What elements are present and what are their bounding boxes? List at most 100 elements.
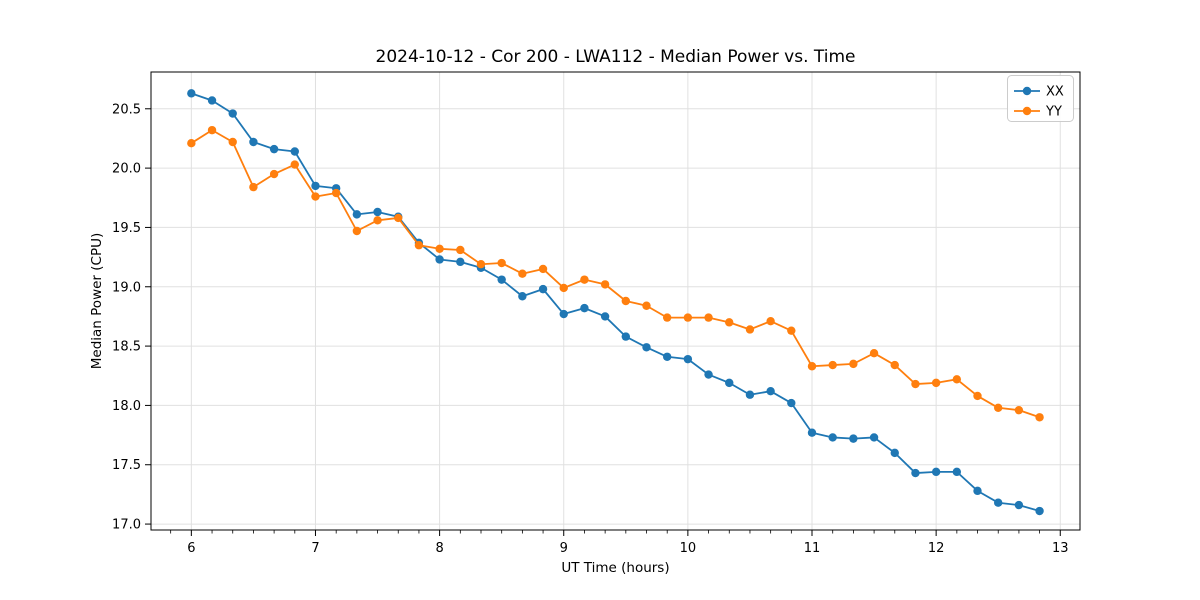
chart-title: 2024-10-12 - Cor 200 - LWA112 - Median P… <box>375 47 856 67</box>
series-YY-marker <box>931 378 941 388</box>
series-XX-marker <box>662 352 672 361</box>
legend-marker-XX <box>1022 86 1032 96</box>
series-XX-marker <box>228 109 237 118</box>
series-XX-marker <box>745 390 755 399</box>
x-tick-label: 11 <box>804 541 821 556</box>
series-YY-marker <box>228 137 237 147</box>
series-YY-marker <box>683 313 693 322</box>
y-axis-label: Median Power (CPU) <box>89 232 105 370</box>
x-tick-label: 8 <box>435 541 443 556</box>
series-YY-marker <box>993 403 1003 412</box>
series-YY-marker <box>787 326 796 335</box>
series-XX-marker <box>269 144 279 154</box>
plot-border <box>150 71 1081 531</box>
series-YY-marker <box>476 260 486 269</box>
series-YY-marker <box>559 283 568 293</box>
series-YY-marker <box>538 264 548 274</box>
series-XX-marker <box>373 207 382 217</box>
x-tick-label: 7 <box>311 541 319 556</box>
series-XX-marker <box>993 498 1003 507</box>
series-YY-marker <box>290 160 299 169</box>
series-XX-marker <box>497 275 506 284</box>
series-YY-marker <box>207 125 217 135</box>
series-YY-marker <box>456 245 465 255</box>
series-YY <box>187 125 1044 422</box>
series-YY-marker <box>497 258 506 268</box>
series-YY-marker <box>518 269 527 278</box>
series-XX-marker <box>559 309 568 319</box>
x-tick-label: 12 <box>928 541 945 556</box>
x-tick-label: 9 <box>560 541 568 556</box>
series-YY-line <box>190 129 1040 419</box>
series-YY-marker <box>435 244 444 253</box>
series-YY-marker <box>745 325 755 334</box>
legend-marker-YY <box>1022 106 1032 116</box>
series-YY-marker <box>911 379 920 389</box>
series-XX-marker <box>621 332 631 341</box>
series-XX-marker <box>766 386 775 396</box>
series-YY-marker <box>621 296 631 306</box>
series-XX-marker <box>290 147 299 156</box>
series-XX <box>187 89 1044 516</box>
series-YY-marker <box>311 192 320 201</box>
series-YY-marker <box>973 391 982 401</box>
series-XX-marker <box>518 292 527 301</box>
y-tick-label: 18.0 <box>112 399 141 414</box>
legend-label: YY <box>1045 105 1062 120</box>
series-YY-marker <box>600 280 610 289</box>
series-XX-marker <box>973 486 982 496</box>
series-XX-marker <box>456 257 465 267</box>
series-YY-marker <box>352 226 362 236</box>
x-axis-label: UT Time (hours) <box>561 560 670 576</box>
y-tick-label: 19.5 <box>112 221 141 236</box>
axis-ticks <box>145 108 1061 536</box>
series-XX-marker <box>352 210 362 219</box>
series-XX-marker <box>807 428 817 437</box>
series-YY-marker <box>766 316 775 326</box>
series-XX-marker <box>642 343 651 352</box>
x-tick-label: 13 <box>1052 541 1069 556</box>
series-YY-marker <box>187 138 196 148</box>
series-XX-marker <box>952 467 962 477</box>
series-XX-marker <box>1035 506 1044 516</box>
series-YY-marker <box>725 318 734 327</box>
series-XX-marker <box>600 312 610 321</box>
series-YY-marker <box>807 362 817 371</box>
series-YY-marker <box>1035 413 1044 422</box>
series-XX-marker <box>187 89 196 98</box>
y-tick-label: 19.0 <box>112 280 141 295</box>
series-YY-marker <box>269 169 279 179</box>
series-YY-marker <box>373 216 382 225</box>
series-XX-marker <box>828 433 837 442</box>
series-YY-marker <box>952 375 962 384</box>
y-tick-label: 20.5 <box>112 102 141 117</box>
series-YY-marker <box>704 313 713 322</box>
series-YY-marker <box>662 313 672 322</box>
series-YY-marker <box>828 360 837 370</box>
series-XX-marker <box>311 181 320 191</box>
series-XX-marker <box>704 370 713 379</box>
y-tick-label: 18.5 <box>112 340 141 355</box>
series-XX-marker <box>869 433 879 442</box>
series-XX-marker <box>890 448 899 458</box>
series-YY-marker <box>1014 405 1024 415</box>
series-YY-marker <box>869 349 879 358</box>
series-XX-marker <box>931 467 941 477</box>
series-XX-marker <box>580 303 589 313</box>
y-tick-label: 17.0 <box>112 518 141 533</box>
series-YY-marker <box>394 213 403 223</box>
series-XX-marker <box>1014 500 1024 510</box>
x-tick-label: 10 <box>680 541 697 556</box>
tick-labels: 6 7 8 9 10 11 12 13 17.0 17.5 18.0 18.5 19.0 19.5 20.0… <box>112 102 1068 556</box>
series-YY-marker <box>331 188 341 198</box>
series-XX-marker <box>207 96 217 105</box>
series-XX-marker <box>725 378 734 388</box>
series-XX-marker <box>787 398 796 408</box>
legend: XX YY <box>1007 75 1074 122</box>
series-XX-marker <box>538 284 548 294</box>
gridlines <box>151 72 1080 530</box>
series-XX-line <box>191 92 1040 512</box>
series-YY-marker <box>849 359 858 369</box>
series-YY-marker <box>249 182 258 192</box>
